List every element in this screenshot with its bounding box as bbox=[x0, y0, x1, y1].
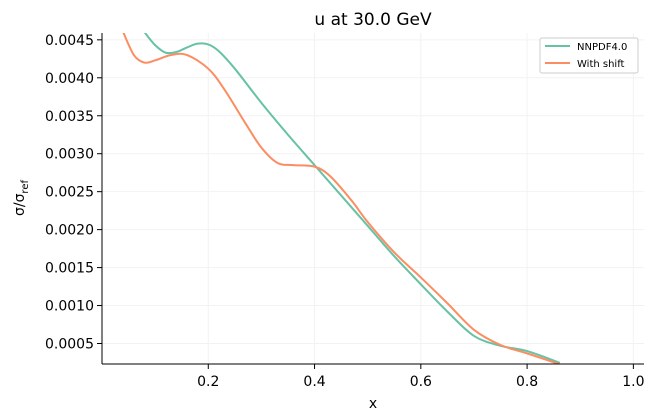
plot-area bbox=[122, 33, 560, 364]
x-tick-label: 0.4 bbox=[303, 374, 325, 390]
y-tick-label: 0.0030 bbox=[45, 147, 94, 163]
series-line-nnpdf bbox=[143, 33, 560, 364]
y-axis-label-main: σ/σ bbox=[12, 193, 28, 216]
x-tick-label: 0.2 bbox=[197, 374, 219, 390]
series-line-with-shift bbox=[122, 33, 560, 364]
y-axis-label-subscript: ref bbox=[20, 180, 31, 194]
y-tick-label: 0.0005 bbox=[45, 337, 94, 353]
x-axis-ticks: 0.2 0.4 0.6 0.8 1.0 bbox=[197, 364, 645, 390]
x-tick-label: 0.6 bbox=[410, 374, 432, 390]
x-axis-label: x bbox=[369, 396, 377, 412]
grid bbox=[102, 33, 644, 364]
y-axis-ticks: 0.0005 0.0010 0.0015 0.0020 0.0025 0.0030 0.00… bbox=[45, 33, 102, 353]
y-tick-label: 0.0025 bbox=[45, 185, 94, 201]
x-tick-label: 1.0 bbox=[622, 374, 644, 390]
y-tick-label: 0.0010 bbox=[45, 299, 94, 315]
legend: NNPDF4.0 With shift bbox=[539, 37, 639, 74]
chart-title: u at 30.0 GeV bbox=[314, 10, 432, 30]
y-tick-label: 0.0020 bbox=[45, 223, 94, 239]
y-tick-label: 0.0045 bbox=[45, 33, 94, 49]
y-axis-label: σ/σref bbox=[12, 180, 31, 217]
y-tick-label: 0.0015 bbox=[45, 261, 94, 277]
y-tick-label: 0.0040 bbox=[45, 71, 94, 87]
y-tick-label: 0.0035 bbox=[45, 109, 94, 125]
x-tick-label: 0.8 bbox=[516, 374, 538, 390]
legend-label-with-shift: With shift bbox=[577, 59, 625, 70]
legend-label-nnpdf: NNPDF4.0 bbox=[577, 42, 627, 53]
